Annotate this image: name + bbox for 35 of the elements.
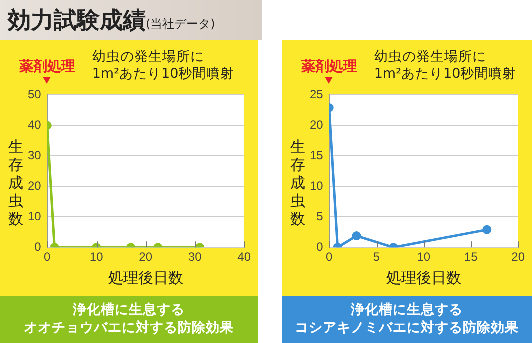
text: 浄化槽に生息する xyxy=(350,301,464,319)
y-tick-label: 20 xyxy=(310,118,324,132)
x-tick-label: 20 xyxy=(512,250,526,264)
text: 幼虫の発生場所に 1m²あたり10秒間噴射 xyxy=(92,49,235,83)
x-tick-label: 10 xyxy=(417,250,431,264)
y-tick-label: 50 xyxy=(28,88,42,102)
x-tick-label: 15 xyxy=(464,250,478,264)
y-axis-title: 生存成虫数 xyxy=(290,138,306,228)
x-axis-title: 処理後日数 xyxy=(108,270,184,288)
y-tick-label: 5 xyxy=(316,209,324,224)
y-tick-label: 15 xyxy=(310,148,324,162)
x-tick-label: 0 xyxy=(44,250,52,264)
y-tick-label: 0 xyxy=(34,240,42,254)
x-tick-label: 5 xyxy=(373,250,380,264)
y-tick-label: 10 xyxy=(28,209,42,224)
text: コシアキノミバエに対する防除効果 xyxy=(294,319,520,337)
y-axis-title: 生存成虫数 xyxy=(8,138,24,228)
x-tick-label: 0 xyxy=(326,250,334,264)
x-tick-label: 20 xyxy=(139,250,153,264)
y-tick-label: 10 xyxy=(310,178,324,193)
x-axis-title: 処理後日数 xyxy=(386,270,462,288)
x-tick-label: 10 xyxy=(90,250,104,264)
chart-subtitle: (当社データ) xyxy=(146,17,216,31)
text: 浄化槽に生息する xyxy=(72,301,186,319)
x-tick-label: 30 xyxy=(188,250,202,264)
y-tick-label: 0 xyxy=(316,240,324,254)
y-tick-label: 25 xyxy=(310,88,324,102)
y-tick-label: 30 xyxy=(28,148,42,162)
y-tick-label: 40 xyxy=(28,118,42,132)
text: オオチョウバエに対する防除効果 xyxy=(23,319,235,337)
text: 薬剤処理 xyxy=(19,58,76,76)
x-tick-label: 40 xyxy=(238,250,252,264)
y-tick-label: 20 xyxy=(28,178,42,193)
text: 薬剤処理 xyxy=(301,58,358,76)
text: 幼虫の発生場所に 1m²あたり10秒間噴射 xyxy=(374,49,517,83)
